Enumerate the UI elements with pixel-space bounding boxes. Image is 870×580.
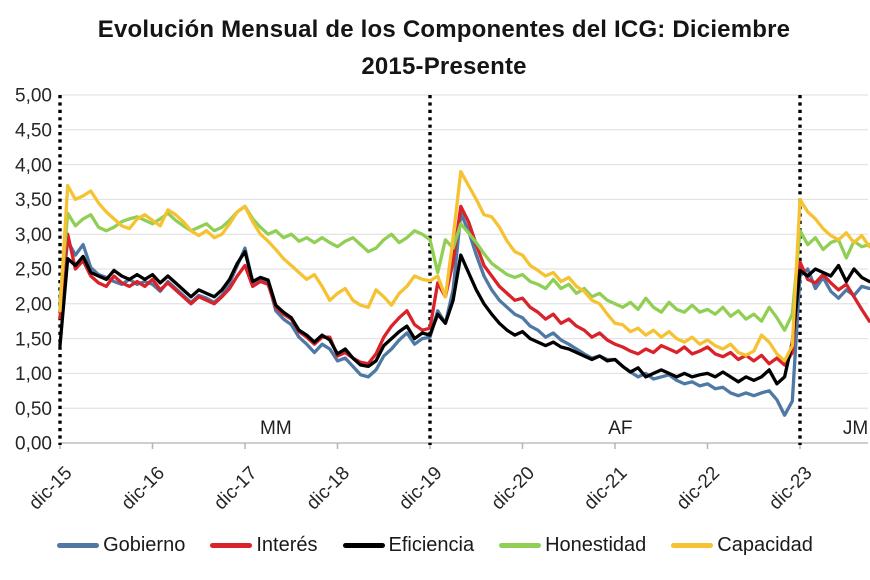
legend-label-eficiencia: Eficiencia [388,534,475,556]
legend-swatch-interes [210,543,253,548]
legend-item-eficiencia: Eficiencia [342,534,475,557]
y-axis-label: 4,50 [15,120,52,141]
series-line-eficiencia [58,249,870,386]
legend-item-capacidad: Capacidad [671,534,813,557]
series-line-gobierno [58,211,870,417]
period-label-af: AF [608,418,632,439]
x-axis-label: dic-20 [488,463,539,514]
series-line-honestidad [58,204,870,332]
y-axis-label: 1,50 [15,329,52,350]
x-axis-labels: dic-15 dic-16 dic-17 dic-18 dic-19 dic-20 dic-… [25,463,816,514]
chart-title-line1: Evolución Mensual de los Componentes del… [97,16,791,43]
legend-item-interes: Interés [210,534,318,557]
y-axis-label: 2,50 [15,260,52,281]
chart-legend: Gobierno Interés Eficiencia Honestidad Capac… [0,534,870,557]
legend-item-honestidad: Honestidad [499,534,646,557]
legend-swatch-gobierno [57,543,100,548]
period-label-mm: MM [260,418,292,439]
y-axis-labels: 5,00 4,50 4,00 3,50 3,00 2,50 2,00 1,50 1,00 0,50… [15,86,52,455]
x-axis-label: dic-17 [210,463,261,514]
x-axis-label: dic-22 [673,463,724,514]
legend-swatch-eficiencia [342,543,385,548]
x-axis-label: dic-19 [395,463,446,514]
x-axis-label: dic-21 [580,463,631,514]
chart-title: Evolución Mensual de los Componentes del… [0,11,870,85]
legend-swatch-capacidad [671,543,714,548]
legend-item-gobierno: Gobierno [57,534,185,557]
y-axis-label: 1,00 [15,364,52,385]
x-axis-label: dic-23 [765,463,816,514]
x-axis-ticks [59,443,801,449]
series-line-capacidad [58,169,870,363]
series-line-interes [58,204,870,367]
legend-label-capacidad: Capacidad [717,534,813,556]
chart-title-line2: 2015-Presente [361,53,527,80]
period-label-jm: JM [843,418,868,439]
series-lines [58,169,870,417]
legend-swatch-honestidad [499,543,542,548]
period-divider-lines [58,95,802,445]
y-axis-label: 2,00 [15,294,52,315]
y-axis-label: 3,00 [15,225,52,246]
y-axis-label: 5,00 [15,86,52,107]
x-axis-label: dic-18 [303,463,354,514]
legend-label-gobierno: Gobierno [103,534,186,556]
y-axis-label: 0,50 [15,399,52,420]
y-axis-label: 4,00 [15,155,52,176]
x-axis-label: dic-15 [25,463,76,514]
y-axis-label: 0,00 [15,434,52,455]
x-axis-label: dic-16 [118,463,169,514]
y-axis-label: 3,50 [15,190,52,211]
period-labels: MM AF JM [260,418,868,439]
legend-label-interes: Interés [256,534,318,556]
legend-label-honestidad: Honestidad [545,534,647,556]
gridlines [60,94,868,444]
